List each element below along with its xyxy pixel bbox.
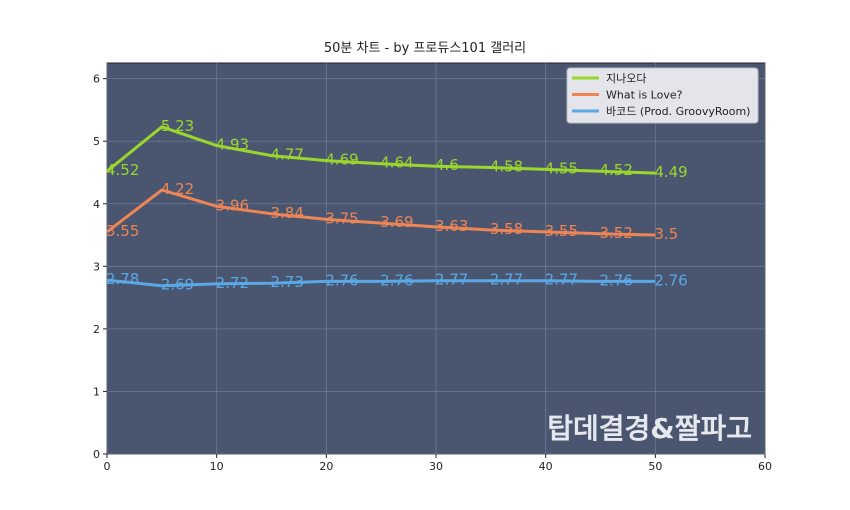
data-label: 4.49 xyxy=(654,163,687,181)
chart-title: 50분 차트 - by 프로듀스101 갤러리 xyxy=(324,41,526,56)
data-label: 2.77 xyxy=(545,271,578,289)
y-tick-label: 0 xyxy=(93,448,100,461)
x-tick-label: 10 xyxy=(210,460,224,473)
data-label: 4.58 xyxy=(490,157,523,175)
data-label: 4.55 xyxy=(545,159,578,177)
legend: 지나오다 What is Love? 바코드 (Prod. GroovyRoom) xyxy=(566,67,759,124)
y-tick-label: 4 xyxy=(93,198,100,211)
data-label: 4.6 xyxy=(435,156,459,174)
data-label: 2.76 xyxy=(325,271,358,289)
legend-entry: 지나오다 xyxy=(606,72,646,85)
data-label: 2.69 xyxy=(161,276,194,294)
x-tick-label: 50 xyxy=(648,460,662,473)
data-label: 3.58 xyxy=(490,220,523,238)
data-label: 3.55 xyxy=(545,222,578,240)
data-label: 3.55 xyxy=(106,222,139,240)
data-label: 4.69 xyxy=(325,151,358,169)
legend-entry: What is Love? xyxy=(606,89,683,102)
data-label: 4.52 xyxy=(600,161,633,179)
watermark-text: 탑데결경&짤파고 xyxy=(547,412,752,445)
data-label: 3.5 xyxy=(654,225,678,243)
y-tick-label: 3 xyxy=(93,260,100,273)
series-lines xyxy=(106,125,656,288)
data-label: 4.64 xyxy=(380,154,413,172)
y-tick-label: 5 xyxy=(93,135,100,148)
data-label: 3.63 xyxy=(435,217,468,235)
data-label: 4.52 xyxy=(106,161,139,179)
axes: 0 10 20 30 40 50 60 0 1 2 3 4 5 6 xyxy=(93,73,772,473)
data-label: 3.84 xyxy=(271,204,304,222)
legend-entry: 바코드 (Prod. GroovyRoom) xyxy=(606,105,750,118)
data-label: 2.77 xyxy=(435,271,468,289)
data-label: 3.52 xyxy=(600,224,633,242)
data-label: 2.73 xyxy=(271,273,304,291)
x-tick-label: 40 xyxy=(539,460,553,473)
data-label: 2.78 xyxy=(106,270,139,288)
y-tick-label: 2 xyxy=(93,323,100,336)
data-label: 4.22 xyxy=(161,180,194,198)
x-tick-label: 20 xyxy=(319,460,333,473)
x-tick-label: 30 xyxy=(429,460,443,473)
data-label: 2.76 xyxy=(654,271,687,289)
data-label: 4.93 xyxy=(216,136,249,154)
data-label: 3.96 xyxy=(216,196,249,214)
data-label: 2.77 xyxy=(490,271,523,289)
grid-lines xyxy=(106,63,766,455)
legend-box xyxy=(566,67,759,124)
y-tick-label: 6 xyxy=(93,73,100,86)
data-label: 2.76 xyxy=(600,271,633,289)
data-label: 3.75 xyxy=(325,209,358,227)
y-tick-label: 1 xyxy=(93,385,100,398)
x-tick-label: 60 xyxy=(758,460,772,473)
data-label: 2.76 xyxy=(380,271,413,289)
data-label: 4.77 xyxy=(271,146,304,164)
x-tick-label: 0 xyxy=(104,460,111,473)
data-label: 3.69 xyxy=(380,213,413,231)
data-label: 2.72 xyxy=(216,274,249,292)
data-labels: 4.52 5.23 4.93 4.77 4.69 4.64 4.6 4.58 4.55 4.52 4… xyxy=(106,117,688,294)
data-label: 5.23 xyxy=(161,117,194,135)
